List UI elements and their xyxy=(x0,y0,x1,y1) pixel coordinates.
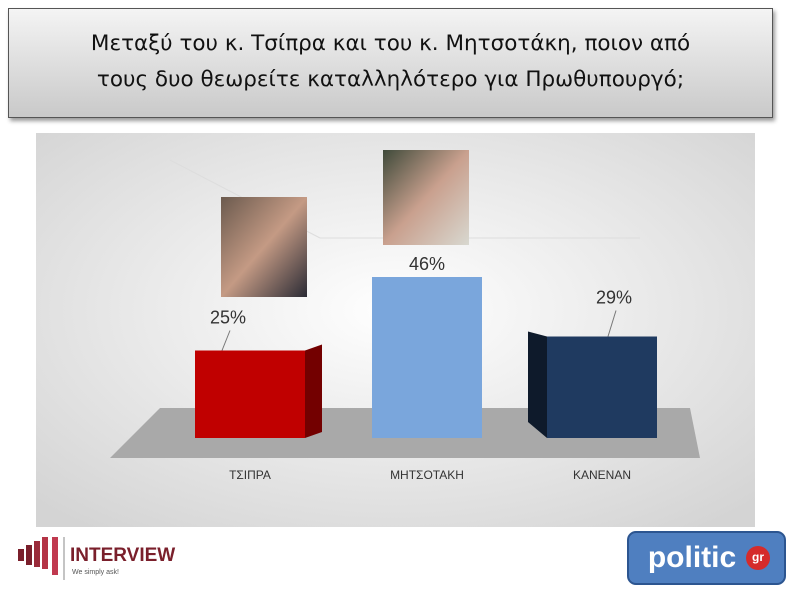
value-label: 46% xyxy=(409,254,445,274)
leader-line xyxy=(221,330,231,351)
bar xyxy=(372,277,482,438)
title-box: Μεταξύ του κ. Τσίπρα και του κ. Μητσοτάκ… xyxy=(8,8,773,118)
photo xyxy=(383,150,469,245)
value-label: 29% xyxy=(596,287,632,307)
politic-logo: politic gr xyxy=(627,531,786,585)
logo-text: politic xyxy=(648,541,736,574)
bar-side xyxy=(528,331,547,438)
chart-title: τους δυο θεωρείτε καταλληλότερο για Πρωθ… xyxy=(96,67,685,92)
logo-suffix: gr xyxy=(752,550,764,564)
logo-slogan: We simply ask! xyxy=(72,569,119,576)
x-tick-label: ΤΣΙΠΡΑ xyxy=(229,468,271,482)
bar xyxy=(547,336,657,438)
bar-side xyxy=(305,344,322,438)
photo xyxy=(221,197,307,297)
value-label: 25% xyxy=(210,307,246,327)
chart-title: Μεταξύ του κ. Τσίπρα και του κ. Μητσοτάκ… xyxy=(90,31,691,56)
leader-line xyxy=(607,310,617,337)
logo-text: INTERVIEW xyxy=(70,545,175,566)
x-tick-label: ΜΗΤΣΟΤΑΚΗ xyxy=(390,468,464,482)
bar xyxy=(195,350,305,438)
interview-logo: INTERVIEW We simply ask! xyxy=(18,537,175,580)
x-tick-label: ΚΑΝΕΝΑΝ xyxy=(573,468,631,482)
